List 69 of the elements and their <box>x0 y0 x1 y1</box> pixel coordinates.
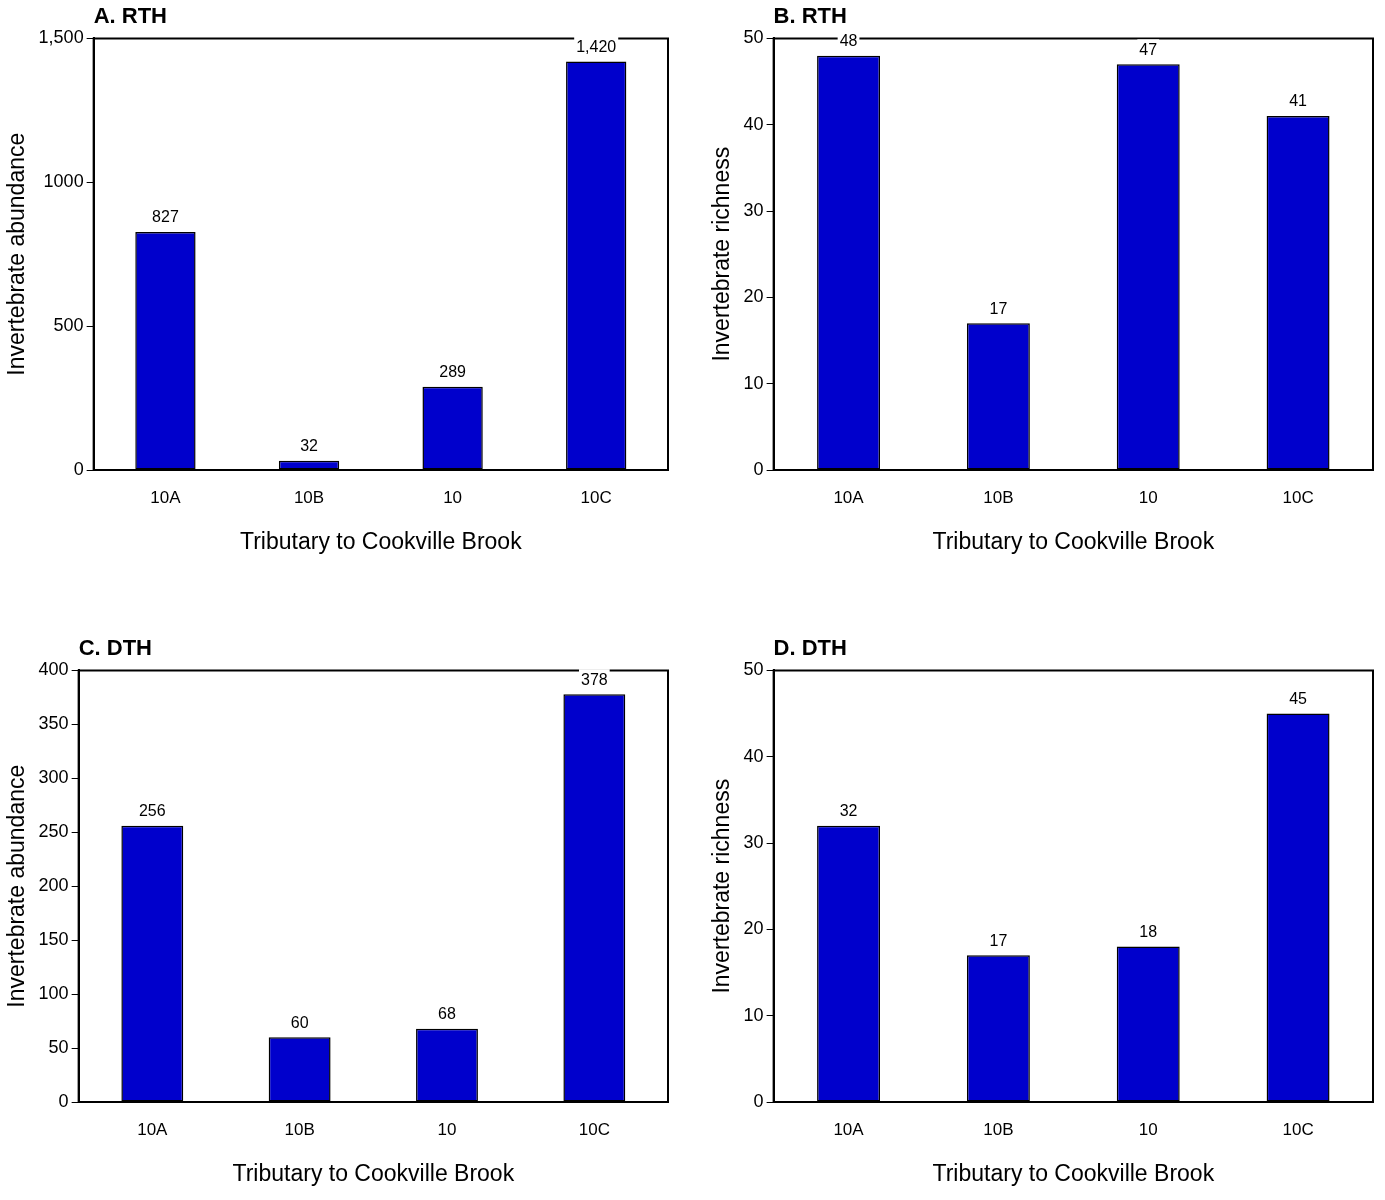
y-tick-label: 30 <box>743 200 764 221</box>
x-tick-label: 10 <box>443 487 463 507</box>
y-tick-label: 1000 <box>43 171 84 192</box>
x-tick-label: 10C <box>580 487 612 507</box>
data-label: 32 <box>300 437 319 455</box>
y-tick-label: 20 <box>743 918 764 939</box>
chart-title: C. DTH <box>78 635 152 661</box>
y-axis-title: Invertebrate abundance <box>3 764 30 1008</box>
y-tick-label: 10 <box>743 372 764 393</box>
x-tick-label: 10C <box>578 1119 610 1139</box>
x-axis-title: Tributary to Cookville Brook <box>932 527 1215 554</box>
y-tick-label: 40 <box>743 745 764 766</box>
x-tick-label: 10A <box>150 487 182 507</box>
data-label: 18 <box>1139 923 1158 941</box>
chart-title: D. DTH <box>773 635 847 661</box>
y-axis-title: Invertebrate abundance <box>3 132 30 376</box>
x-tick-label: 10A <box>137 1119 169 1139</box>
y-tick-label: 1,500 <box>38 27 84 48</box>
y-tick-label: 50 <box>48 1037 69 1058</box>
chart-title: B. RTH <box>773 3 847 29</box>
y-tick-label: 250 <box>38 821 69 842</box>
data-label: 827 <box>152 208 179 226</box>
y-tick-label: 0 <box>58 1090 69 1111</box>
data-label: 378 <box>580 670 608 688</box>
data-label: 60 <box>290 1013 309 1031</box>
x-tick-label: 10 <box>1138 487 1158 507</box>
x-tick-label: 10B <box>983 1119 1014 1139</box>
y-tick-label: 200 <box>38 875 69 896</box>
y-tick-label: 30 <box>743 832 764 853</box>
data-label: 32 <box>839 802 858 820</box>
data-label: 17 <box>989 931 1008 949</box>
data-label: 68 <box>438 1005 456 1023</box>
chart-title: A. RTH <box>93 3 167 29</box>
x-tick-label: 10B <box>293 487 325 507</box>
y-tick-label: 500 <box>53 315 84 336</box>
x-tick-label: 10B <box>983 487 1014 507</box>
data-label: 45 <box>1289 689 1308 707</box>
y-tick-label: 20 <box>743 286 764 307</box>
y-tick-label: 50 <box>743 27 764 48</box>
y-tick-label: 50 <box>743 659 764 680</box>
y-tick-label: 300 <box>38 767 69 788</box>
x-axis-title: Tributary to Cookville Brook <box>232 1159 515 1186</box>
y-tick-label: 40 <box>743 113 764 134</box>
y-tick-label: 0 <box>753 1090 764 1111</box>
y-axis-title: Invertebrate richness <box>708 146 735 362</box>
data-label: 41 <box>1289 92 1308 110</box>
x-axis-title: Tributary to Cookville Brook <box>240 527 523 554</box>
x-tick-label: 10 <box>1138 1119 1158 1139</box>
data-label: 1,420 <box>576 37 617 55</box>
x-tick-label: 10C <box>1282 487 1314 507</box>
y-tick-label: 0 <box>73 458 84 479</box>
data-label: 48 <box>839 32 858 50</box>
data-label: 289 <box>439 363 467 381</box>
x-axis-title: Tributary to Cookville Brook <box>932 1159 1215 1186</box>
y-axis-title: Invertebrate richness <box>708 778 735 994</box>
y-tick-label: 350 <box>38 713 69 734</box>
data-label: 256 <box>138 802 166 820</box>
data-label: 47 <box>1139 40 1158 58</box>
x-tick-label: 10 <box>437 1119 457 1139</box>
y-tick-label: 100 <box>38 983 69 1004</box>
x-tick-label: 10A <box>833 487 865 507</box>
y-tick-label: 150 <box>38 929 69 950</box>
y-tick-label: 10 <box>743 1004 764 1025</box>
x-tick-label: 10A <box>833 1119 865 1139</box>
x-tick-label: 10B <box>284 1119 315 1139</box>
x-tick-label: 10C <box>1282 1119 1314 1139</box>
y-tick-label: 0 <box>753 458 764 479</box>
y-tick-label: 400 <box>38 659 69 680</box>
data-label: 17 <box>989 299 1008 317</box>
